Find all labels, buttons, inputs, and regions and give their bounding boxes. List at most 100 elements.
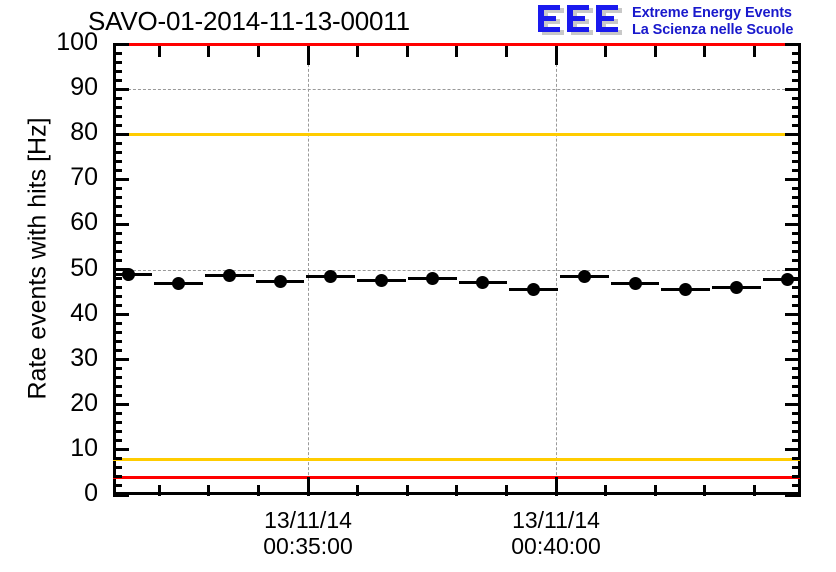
x-tick-top bbox=[356, 46, 360, 57]
y-tick-right bbox=[792, 376, 801, 380]
threshold-line-lower-warning bbox=[113, 457, 800, 461]
y-tick bbox=[113, 349, 122, 353]
data-point bbox=[729, 281, 743, 295]
y-tick bbox=[113, 240, 122, 244]
data-point bbox=[527, 282, 541, 296]
y-tick-right bbox=[792, 304, 801, 308]
y-tick bbox=[113, 123, 122, 127]
data-point bbox=[324, 270, 338, 284]
y-tick-right bbox=[792, 340, 801, 344]
y-tick bbox=[113, 304, 122, 308]
x-tick-top bbox=[703, 46, 707, 57]
y-tick-right bbox=[785, 42, 801, 46]
x-tick bbox=[405, 485, 409, 496]
y-tick-right bbox=[792, 114, 801, 118]
y-tick bbox=[113, 295, 122, 299]
y-tick bbox=[113, 475, 122, 479]
y-tick bbox=[113, 195, 122, 199]
x-tick-top bbox=[207, 46, 211, 57]
y-tick-right bbox=[792, 123, 801, 127]
data-point bbox=[121, 267, 135, 281]
y-tick bbox=[113, 376, 122, 380]
data-point bbox=[172, 276, 186, 290]
gridline-vertical bbox=[308, 44, 309, 495]
x-tick bbox=[306, 477, 310, 496]
y-tick bbox=[113, 412, 122, 416]
y-tick-right bbox=[785, 493, 801, 497]
x-tick-label-time: 00:40:00 bbox=[511, 533, 601, 559]
x-tick bbox=[554, 477, 558, 496]
y-tick bbox=[113, 231, 122, 235]
y-tick-label: 70 bbox=[70, 163, 98, 192]
y-tick-label: 90 bbox=[70, 73, 98, 102]
y-tick-right bbox=[792, 439, 801, 443]
x-tick-top bbox=[306, 46, 310, 65]
y-tick-right bbox=[792, 150, 801, 154]
y-tick-label: 80 bbox=[70, 118, 98, 147]
y-tick-right bbox=[785, 313, 801, 317]
y-tick bbox=[113, 69, 122, 73]
y-tick-right bbox=[785, 403, 801, 407]
y-tick-right bbox=[785, 448, 801, 452]
y-tick-right bbox=[792, 168, 801, 172]
y-tick bbox=[113, 186, 122, 190]
y-tick-right bbox=[792, 484, 801, 488]
x-tick-label-date: 13/11/14 bbox=[264, 507, 352, 533]
y-tick bbox=[113, 213, 122, 217]
x-tick-top bbox=[554, 46, 558, 65]
x-tick-top bbox=[157, 46, 161, 57]
y-tick-right bbox=[792, 322, 801, 326]
y-tick-label: 0 bbox=[84, 479, 98, 507]
y-tick-right bbox=[792, 349, 801, 353]
y-tick-right bbox=[792, 69, 801, 73]
y-tick bbox=[113, 286, 122, 290]
x-tick-top bbox=[752, 46, 756, 57]
x-tick-top bbox=[405, 46, 409, 57]
y-tick bbox=[113, 78, 122, 82]
y-tick bbox=[113, 177, 129, 181]
y-tick bbox=[113, 331, 122, 335]
x-tick-top bbox=[604, 46, 608, 57]
x-tick bbox=[455, 485, 459, 496]
threshold-line-lower-alarm bbox=[113, 475, 800, 479]
y-tick-right bbox=[792, 159, 801, 163]
data-point bbox=[476, 275, 490, 289]
x-tick bbox=[504, 485, 508, 496]
x-tick bbox=[356, 485, 360, 496]
y-tick bbox=[113, 159, 122, 163]
y-tick-right bbox=[792, 231, 801, 235]
x-tick bbox=[256, 485, 260, 496]
x-tick bbox=[604, 485, 608, 496]
x-tick bbox=[752, 485, 756, 496]
y-tick bbox=[113, 60, 122, 64]
y-tick-right bbox=[785, 87, 801, 91]
y-tick bbox=[113, 448, 129, 452]
y-tick bbox=[113, 268, 129, 271]
y-tick bbox=[113, 457, 122, 461]
y-tick bbox=[113, 258, 122, 262]
y-tick-right bbox=[792, 421, 801, 425]
y-tick-right bbox=[792, 141, 801, 145]
y-tick-right bbox=[792, 412, 801, 416]
y-tick bbox=[113, 421, 122, 425]
x-tick-top bbox=[455, 46, 459, 57]
threshold-line-upper-warning bbox=[113, 133, 800, 137]
y-tick bbox=[113, 484, 122, 488]
x-tick bbox=[157, 485, 161, 496]
y-tick bbox=[113, 439, 122, 443]
x-tick-top bbox=[256, 46, 260, 57]
y-tick bbox=[113, 403, 129, 407]
y-tick-right bbox=[792, 51, 801, 55]
data-point bbox=[628, 277, 642, 291]
y-tick-right bbox=[792, 249, 801, 253]
data-point bbox=[577, 270, 591, 284]
y-tick bbox=[113, 430, 122, 434]
y-tick-right bbox=[792, 466, 801, 470]
y-tick bbox=[113, 42, 129, 46]
y-tick-right bbox=[785, 177, 801, 181]
y-tick-right bbox=[792, 78, 801, 82]
y-tick-right bbox=[792, 286, 801, 290]
y-tick-right bbox=[792, 186, 801, 190]
y-tick bbox=[113, 322, 122, 326]
